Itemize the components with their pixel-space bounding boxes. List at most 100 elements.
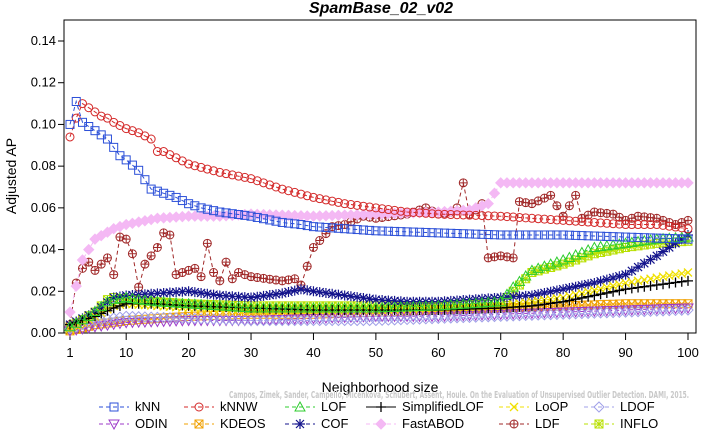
data-point xyxy=(114,291,125,302)
data-point xyxy=(438,299,451,310)
x-tick-label: 70 xyxy=(493,345,507,360)
data-point xyxy=(152,242,162,252)
data-point xyxy=(571,255,581,265)
data-point xyxy=(313,301,326,313)
data-point xyxy=(283,286,294,297)
data-point xyxy=(215,276,225,286)
data-point xyxy=(202,204,212,214)
legend-marker xyxy=(594,419,604,429)
data-point xyxy=(545,286,556,297)
data-point xyxy=(264,290,275,301)
data-point xyxy=(315,222,325,232)
data-point xyxy=(146,184,156,194)
series-line xyxy=(69,182,689,325)
data-point xyxy=(602,218,612,228)
data-point xyxy=(246,211,256,221)
citation-annotation: Campos, Zimek, Sander, Campello, Micenko… xyxy=(229,390,689,401)
data-point xyxy=(608,219,618,229)
x-tick-label: 1 xyxy=(66,345,73,360)
data-point xyxy=(246,174,256,184)
data-point xyxy=(132,293,145,305)
data-point xyxy=(152,288,163,299)
x-tick-label: 50 xyxy=(369,345,383,360)
data-point xyxy=(508,253,518,263)
y-tick-label: 0.08 xyxy=(31,158,56,173)
data-point xyxy=(377,295,388,306)
data-point xyxy=(465,229,475,239)
data-point xyxy=(271,182,281,192)
data-point xyxy=(507,281,520,292)
data-point xyxy=(614,219,624,229)
data-point xyxy=(108,302,119,313)
data-point xyxy=(614,232,624,242)
data-point xyxy=(290,187,300,197)
y-tick-label: 0.06 xyxy=(31,200,56,215)
x-tick-label: 80 xyxy=(556,345,570,360)
data-point xyxy=(633,220,643,230)
data-point xyxy=(209,268,219,278)
data-point xyxy=(145,317,158,328)
data-point xyxy=(390,205,400,215)
data-point xyxy=(290,274,300,284)
data-point xyxy=(502,212,512,222)
data-point xyxy=(577,231,587,241)
data-point xyxy=(239,292,250,303)
series-fastabod xyxy=(64,177,694,318)
data-point xyxy=(539,287,550,298)
data-point xyxy=(271,289,281,300)
data-point xyxy=(521,213,531,223)
data-point xyxy=(664,221,674,231)
legend-item-cof: COF xyxy=(285,416,349,431)
data-point xyxy=(127,290,138,301)
data-point xyxy=(533,289,544,300)
data-point xyxy=(477,211,487,221)
data-point xyxy=(252,212,262,222)
data-point xyxy=(508,212,518,222)
data-point xyxy=(514,291,525,302)
data-point xyxy=(608,286,619,297)
data-point xyxy=(564,230,574,240)
data-point xyxy=(151,317,164,328)
data-point xyxy=(190,263,200,273)
data-point xyxy=(207,299,220,310)
data-point xyxy=(282,301,295,313)
data-point xyxy=(658,220,668,230)
data-point xyxy=(295,284,306,295)
data-point xyxy=(602,231,612,241)
data-point xyxy=(664,234,674,244)
data-point xyxy=(220,300,232,311)
data-point xyxy=(595,276,606,287)
data-point xyxy=(676,234,687,245)
legend: kNN kNNW LOF SimplifiedLOF LoOP LDOF ODIN KDEOS… xyxy=(99,399,658,431)
data-point xyxy=(583,279,594,290)
data-point xyxy=(183,286,194,297)
data-point xyxy=(114,292,126,304)
legend-label: COF xyxy=(321,416,349,431)
data-point xyxy=(421,227,431,237)
data-point xyxy=(314,287,325,298)
data-point xyxy=(608,232,618,242)
data-point xyxy=(601,287,612,298)
data-point xyxy=(440,228,450,238)
data-point xyxy=(120,318,133,329)
data-point xyxy=(227,274,237,284)
data-point xyxy=(433,209,443,219)
data-point xyxy=(352,225,362,235)
data-point xyxy=(152,186,162,196)
data-point xyxy=(670,238,681,249)
data-point xyxy=(539,214,549,224)
data-point xyxy=(164,296,176,308)
data-point xyxy=(308,242,318,252)
data-point xyxy=(446,210,456,220)
data-point xyxy=(401,300,413,312)
x-tick-label: 40 xyxy=(306,345,320,360)
data-point xyxy=(664,242,675,253)
data-point xyxy=(213,299,226,311)
data-point xyxy=(65,119,75,129)
data-point xyxy=(527,213,537,223)
data-point xyxy=(315,236,325,246)
data-point xyxy=(427,209,437,219)
chart-title: SpamBase_02_v02 xyxy=(309,0,453,17)
data-point xyxy=(588,241,601,252)
data-point xyxy=(258,290,269,301)
